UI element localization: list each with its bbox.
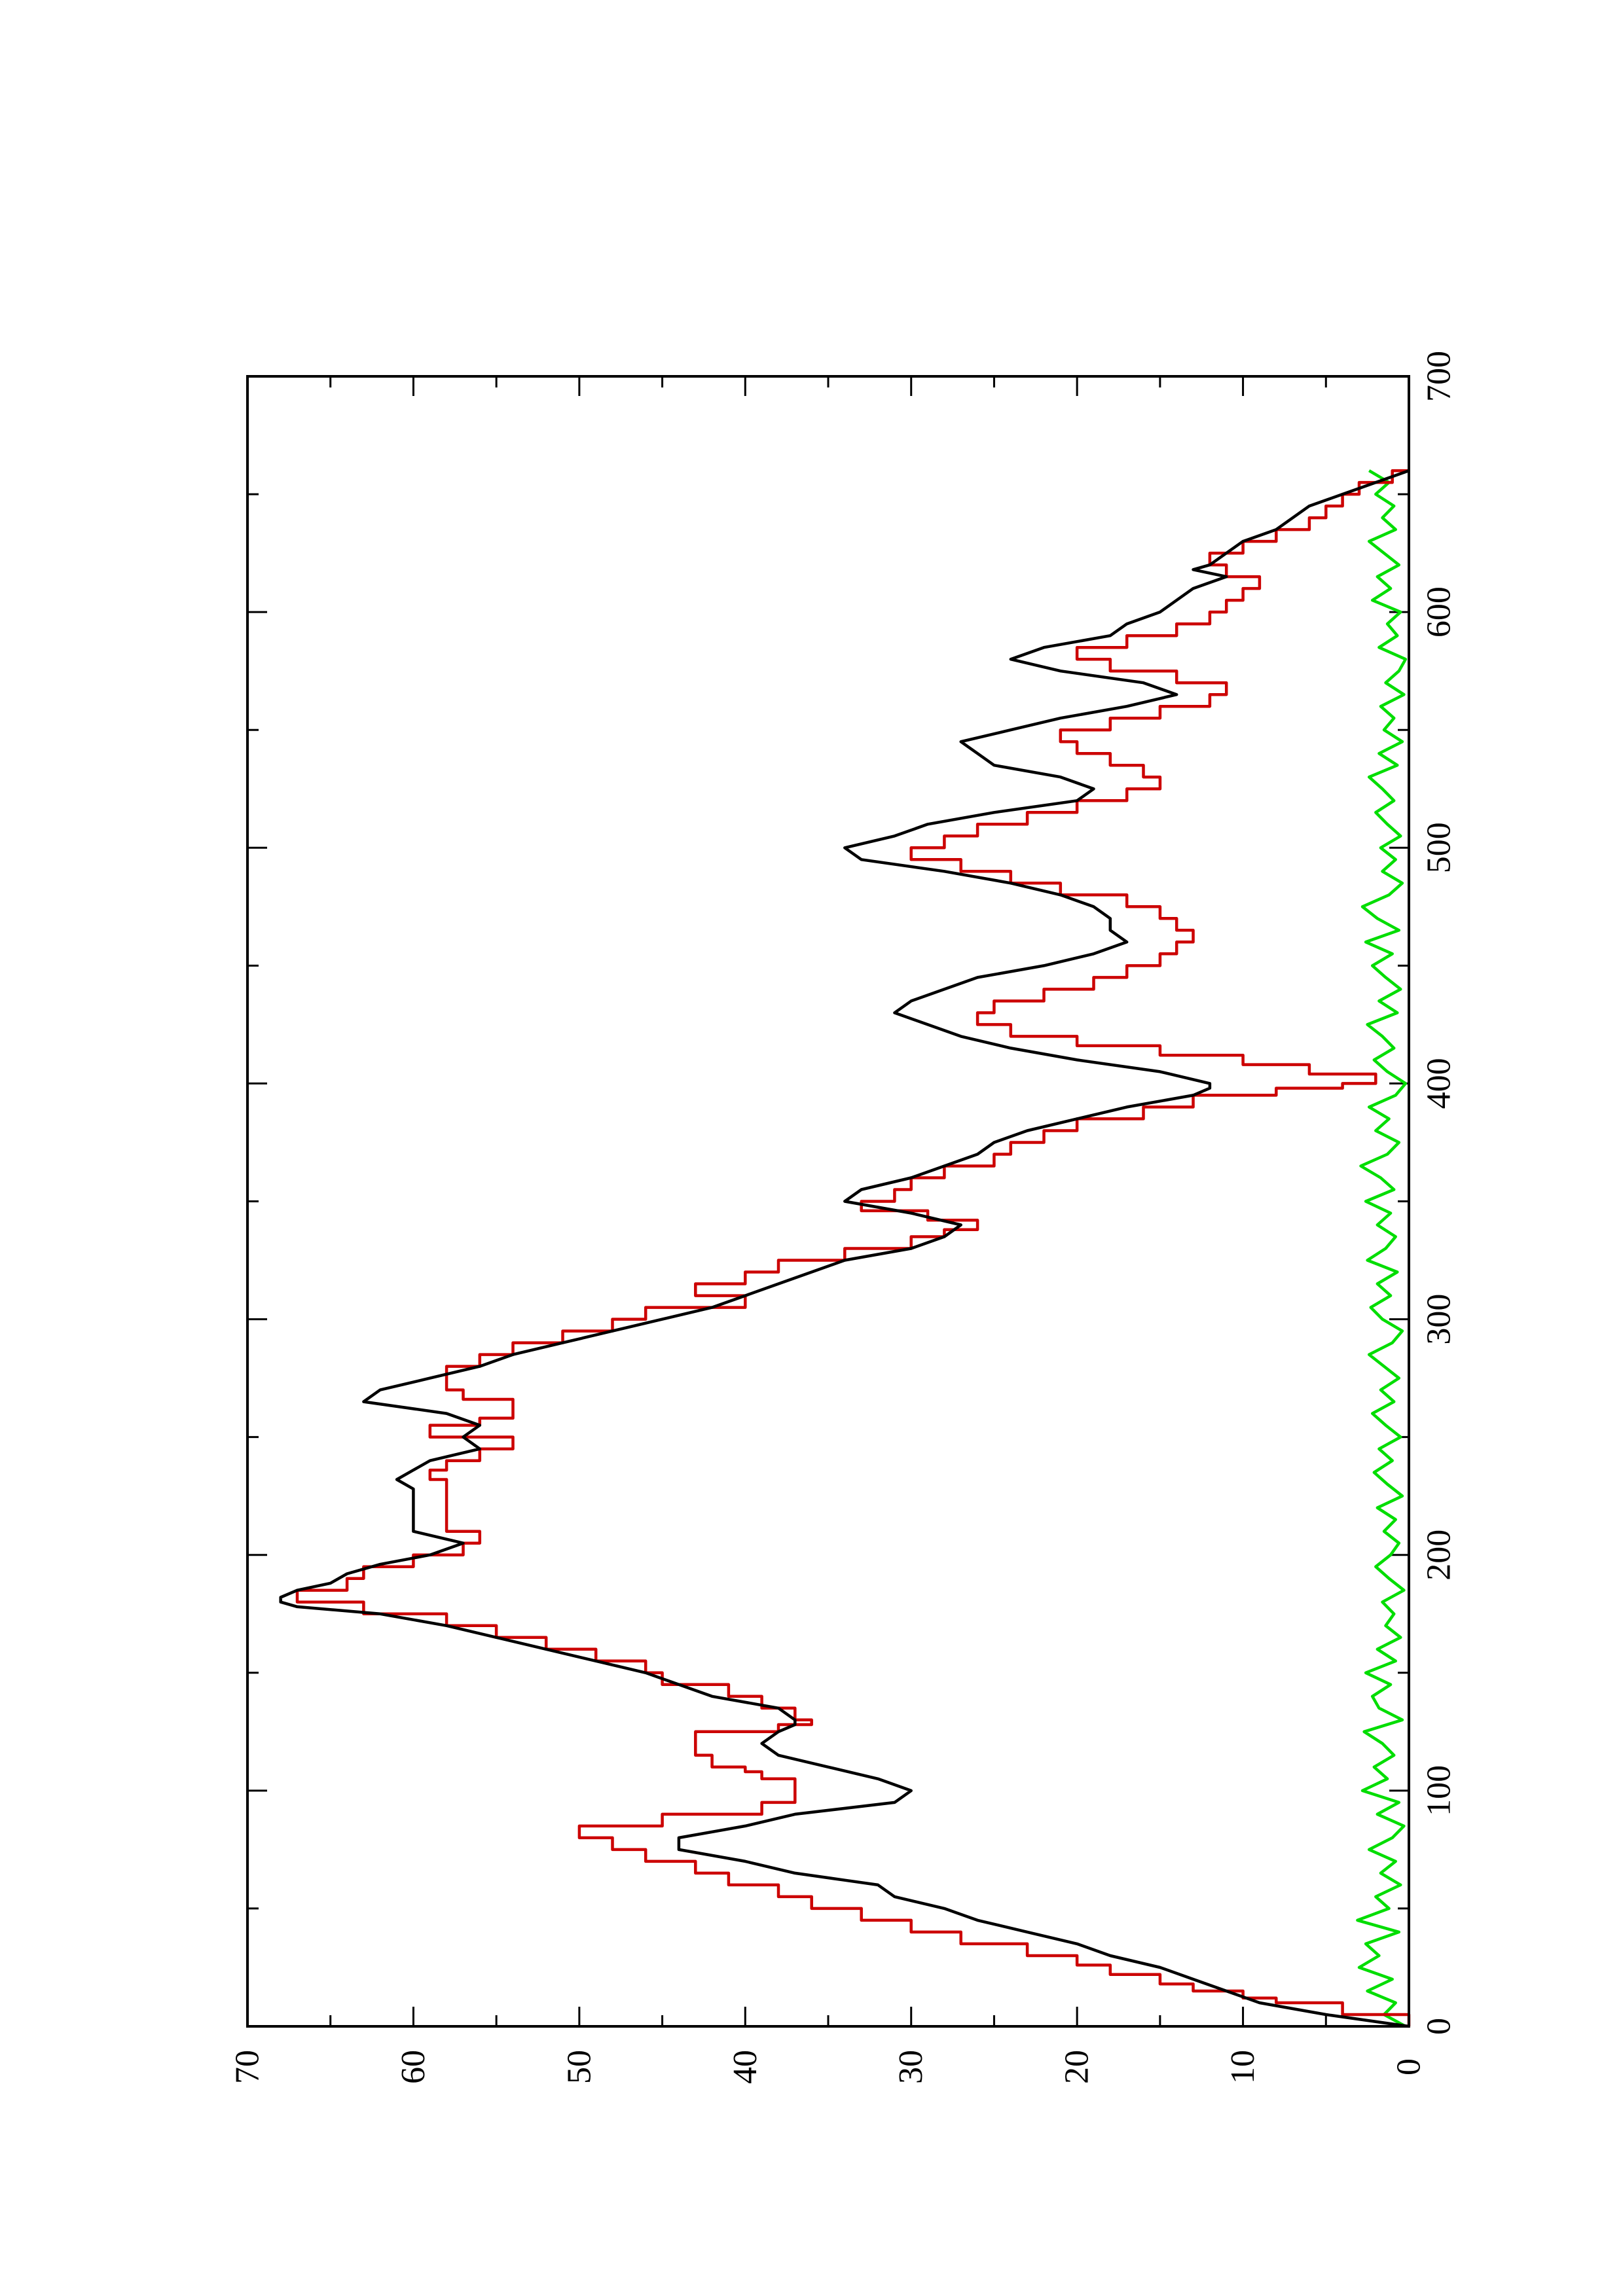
y-tick-label: 60 — [395, 2050, 432, 2084]
x-tick-label: 600 — [1421, 586, 1458, 637]
x-tick-label: 400 — [1421, 1058, 1458, 1109]
y-tick-label: 20 — [1059, 2050, 1096, 2084]
y-tick-label: 10 — [1224, 2050, 1262, 2084]
tick-labels: 0 100 200 300 400 500 600 700 0 10 20 30 40 50 60 70 — [229, 351, 1458, 2084]
x-tick-label: 200 — [1421, 1530, 1458, 1581]
x-tick-label: 700 — [1421, 351, 1458, 402]
x-tick-label: 100 — [1421, 1765, 1458, 1816]
x-tick-label: 500 — [1421, 822, 1458, 873]
y-tick-label: 50 — [560, 2050, 598, 2084]
plot-frame — [246, 375, 1410, 2028]
y-tick-label: 30 — [892, 2050, 930, 2084]
x-tick-label: 0 — [1421, 2018, 1458, 2035]
y-tick-label: 40 — [727, 2050, 764, 2084]
x-tick-label: 300 — [1421, 1294, 1458, 1345]
y-tick-label: 70 — [229, 2050, 266, 2084]
data-series — [279, 469, 1411, 2028]
black-series-line — [279, 469, 1410, 2028]
y-tick-label: 0 — [1391, 2058, 1428, 2075]
green-series-line — [1356, 469, 1408, 2028]
